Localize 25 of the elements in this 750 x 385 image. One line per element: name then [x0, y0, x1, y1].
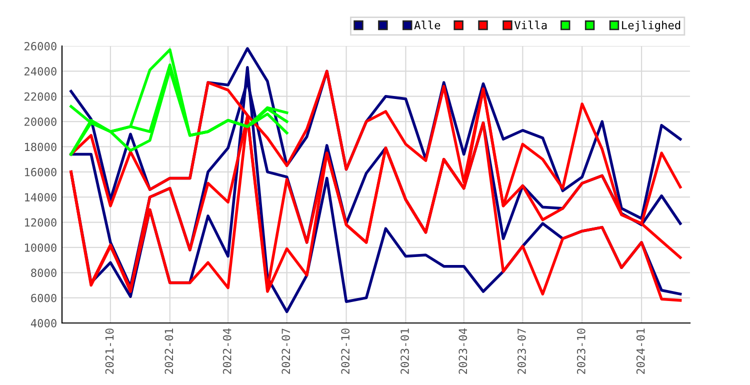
x-tick-label: 2023-01 [400, 328, 409, 374]
x-tick-label: 2022-07 [282, 328, 290, 374]
x-tick-label: 2024-01 [636, 328, 645, 374]
x-tick-label: 2022-04 [222, 328, 232, 374]
legend-label: Villa [514, 20, 547, 30]
y-tick-label: 22000 [24, 92, 56, 101]
x-tick-label: 2023-04 [458, 328, 468, 374]
y-tick-label: 6000 [31, 294, 56, 302]
y-tick-label: 14000 [25, 193, 56, 202]
x-tick-label: 2023-07 [518, 328, 526, 374]
x-tick-label: 2022-10 [341, 328, 350, 374]
y-tick-label: 8000 [31, 268, 56, 278]
x-tick-label: 2023-10 [576, 328, 586, 374]
y-tick-label: 26000 [24, 42, 56, 50]
x-tick-label: 2022-01 [164, 328, 174, 374]
y-tick-label: 24000 [24, 67, 56, 76]
legend-label: Alle [414, 20, 440, 30]
legend-label: Lejlighed [622, 20, 680, 32]
y-tick-label: 18000 [25, 142, 56, 152]
x-tick-label: 2021-10 [105, 328, 114, 374]
y-tick-label: 16000 [25, 168, 56, 176]
y-tick-label: 12000 [25, 218, 56, 227]
y-tick-label: 20000 [24, 118, 56, 126]
y-tick-label: 10000 [25, 243, 56, 252]
y-tick-label: 4000 [30, 319, 56, 328]
